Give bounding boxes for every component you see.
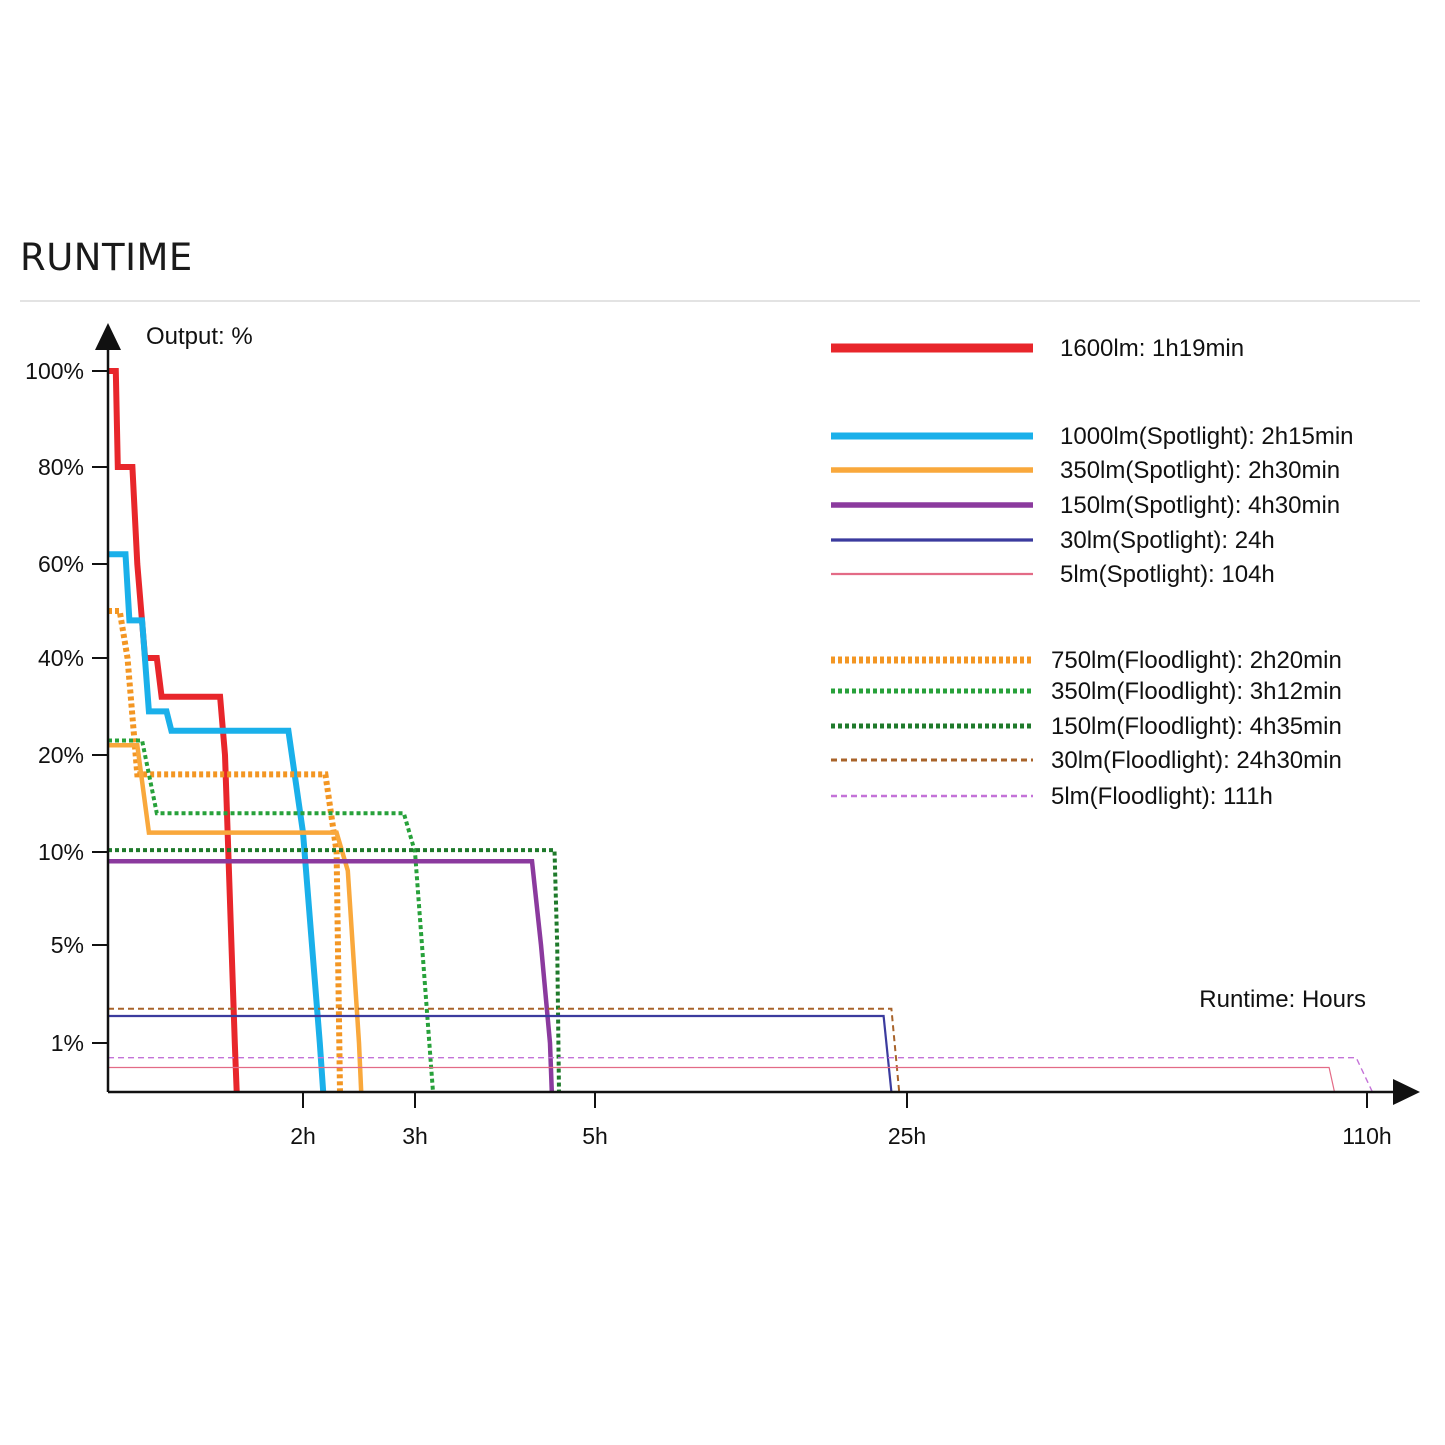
x-tick-label: 110h bbox=[1342, 1123, 1391, 1149]
legend-label-9: 30lm(Floodlight): 24h30min bbox=[1051, 747, 1342, 774]
series-line-4 bbox=[108, 1014, 893, 1093]
series-line-9 bbox=[108, 1007, 901, 1093]
x-tick-label: 5h bbox=[582, 1123, 608, 1149]
ticks-layer: 100% 80% 60% 40% 20% 10% 5% 1% 2h 3h 5h 25h 110h bbox=[25, 358, 1392, 1149]
legend-label-6: 750lm(Floodlight): 2h20min bbox=[1051, 647, 1342, 674]
legend-label-2: 350lm(Spotlight): 2h30min bbox=[1060, 457, 1340, 484]
legend-label-4: 30lm(Spotlight): 24h bbox=[1060, 527, 1275, 554]
x-axis-arrow bbox=[1393, 1079, 1420, 1105]
legend: 1600lm: 1h19min 1000lm(Spotlight): 2h15mi… bbox=[831, 335, 1354, 810]
series-layer bbox=[108, 368, 1374, 1093]
y-axis-arrow bbox=[95, 323, 121, 350]
legend-label-0: 1600lm: 1h19min bbox=[1060, 335, 1244, 362]
y-tick-label: 60% bbox=[38, 551, 84, 577]
y-axis-label: Output: % bbox=[146, 323, 253, 350]
chart-title: RUNTIME bbox=[20, 236, 193, 279]
title-divider bbox=[20, 300, 1420, 302]
axes-layer bbox=[95, 323, 1420, 1105]
y-tick-label: 100% bbox=[25, 358, 84, 384]
y-tick-label: 40% bbox=[38, 645, 84, 671]
x-axis-label: Runtime: Hours bbox=[1199, 986, 1366, 1013]
series-line-3 bbox=[108, 859, 555, 1093]
legend-label-3: 150lm(Spotlight): 4h30min bbox=[1060, 492, 1340, 519]
x-tick-label: 25h bbox=[888, 1123, 926, 1149]
y-tick-label: 10% bbox=[38, 839, 84, 865]
x-tick-label: 2h bbox=[290, 1123, 316, 1149]
legend-label-1: 1000lm(Spotlight): 2h15min bbox=[1060, 423, 1354, 450]
y-tick-label: 80% bbox=[38, 454, 84, 480]
y-tick-label: 20% bbox=[38, 742, 84, 768]
series-line-8 bbox=[108, 848, 561, 1093]
legend-label-10: 5lm(Floodlight): 111h bbox=[1051, 783, 1273, 810]
legend-label-5: 5lm(Spotlight): 104h bbox=[1060, 561, 1275, 588]
x-tick-label: 3h bbox=[402, 1123, 428, 1149]
series-line-6 bbox=[108, 608, 343, 1093]
series-line-2 bbox=[108, 743, 364, 1093]
y-tick-label: 5% bbox=[51, 932, 84, 958]
series-line-7 bbox=[108, 738, 435, 1093]
series-line-5 bbox=[108, 1066, 1336, 1093]
legend-label-8: 150lm(Floodlight): 4h35min bbox=[1051, 713, 1342, 740]
series-line-0 bbox=[108, 368, 240, 1093]
legend-label-7: 350lm(Floodlight): 3h12min bbox=[1051, 678, 1342, 705]
series-line-1 bbox=[108, 551, 327, 1093]
series-line-10 bbox=[108, 1056, 1374, 1093]
y-tick-label: 1% bbox=[51, 1030, 84, 1056]
